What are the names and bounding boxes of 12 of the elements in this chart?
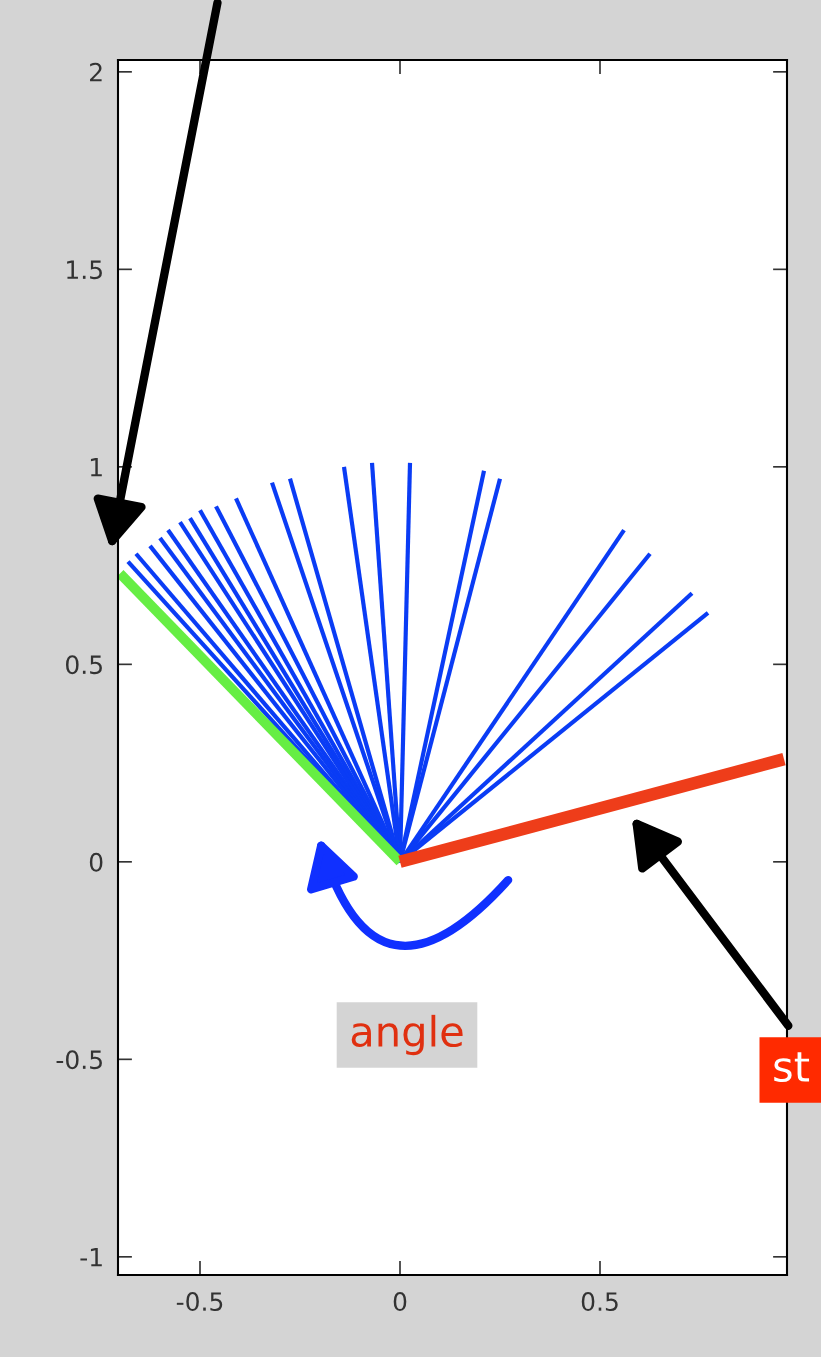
y-tick-label: 1.5 [67, 260, 102, 280]
x-tick-label: -0.5 [176, 1292, 223, 1312]
y-tick-label: -0.5 [56, 1050, 102, 1070]
y-tick-label: -1 [80, 1248, 102, 1267]
annotation: angle [351, 1014, 463, 1056]
y-tick-label: 2 [90, 62, 102, 82]
y-tick-label: 1 [90, 458, 102, 477]
annotation: st [774, 1052, 810, 1083]
y-tick-label: 0 [89, 852, 103, 872]
y-tick-label: 0.5 [66, 655, 102, 675]
x-tick-label: 0 [393, 1292, 407, 1312]
x-tick-label: 0.5 [581, 1292, 618, 1312]
